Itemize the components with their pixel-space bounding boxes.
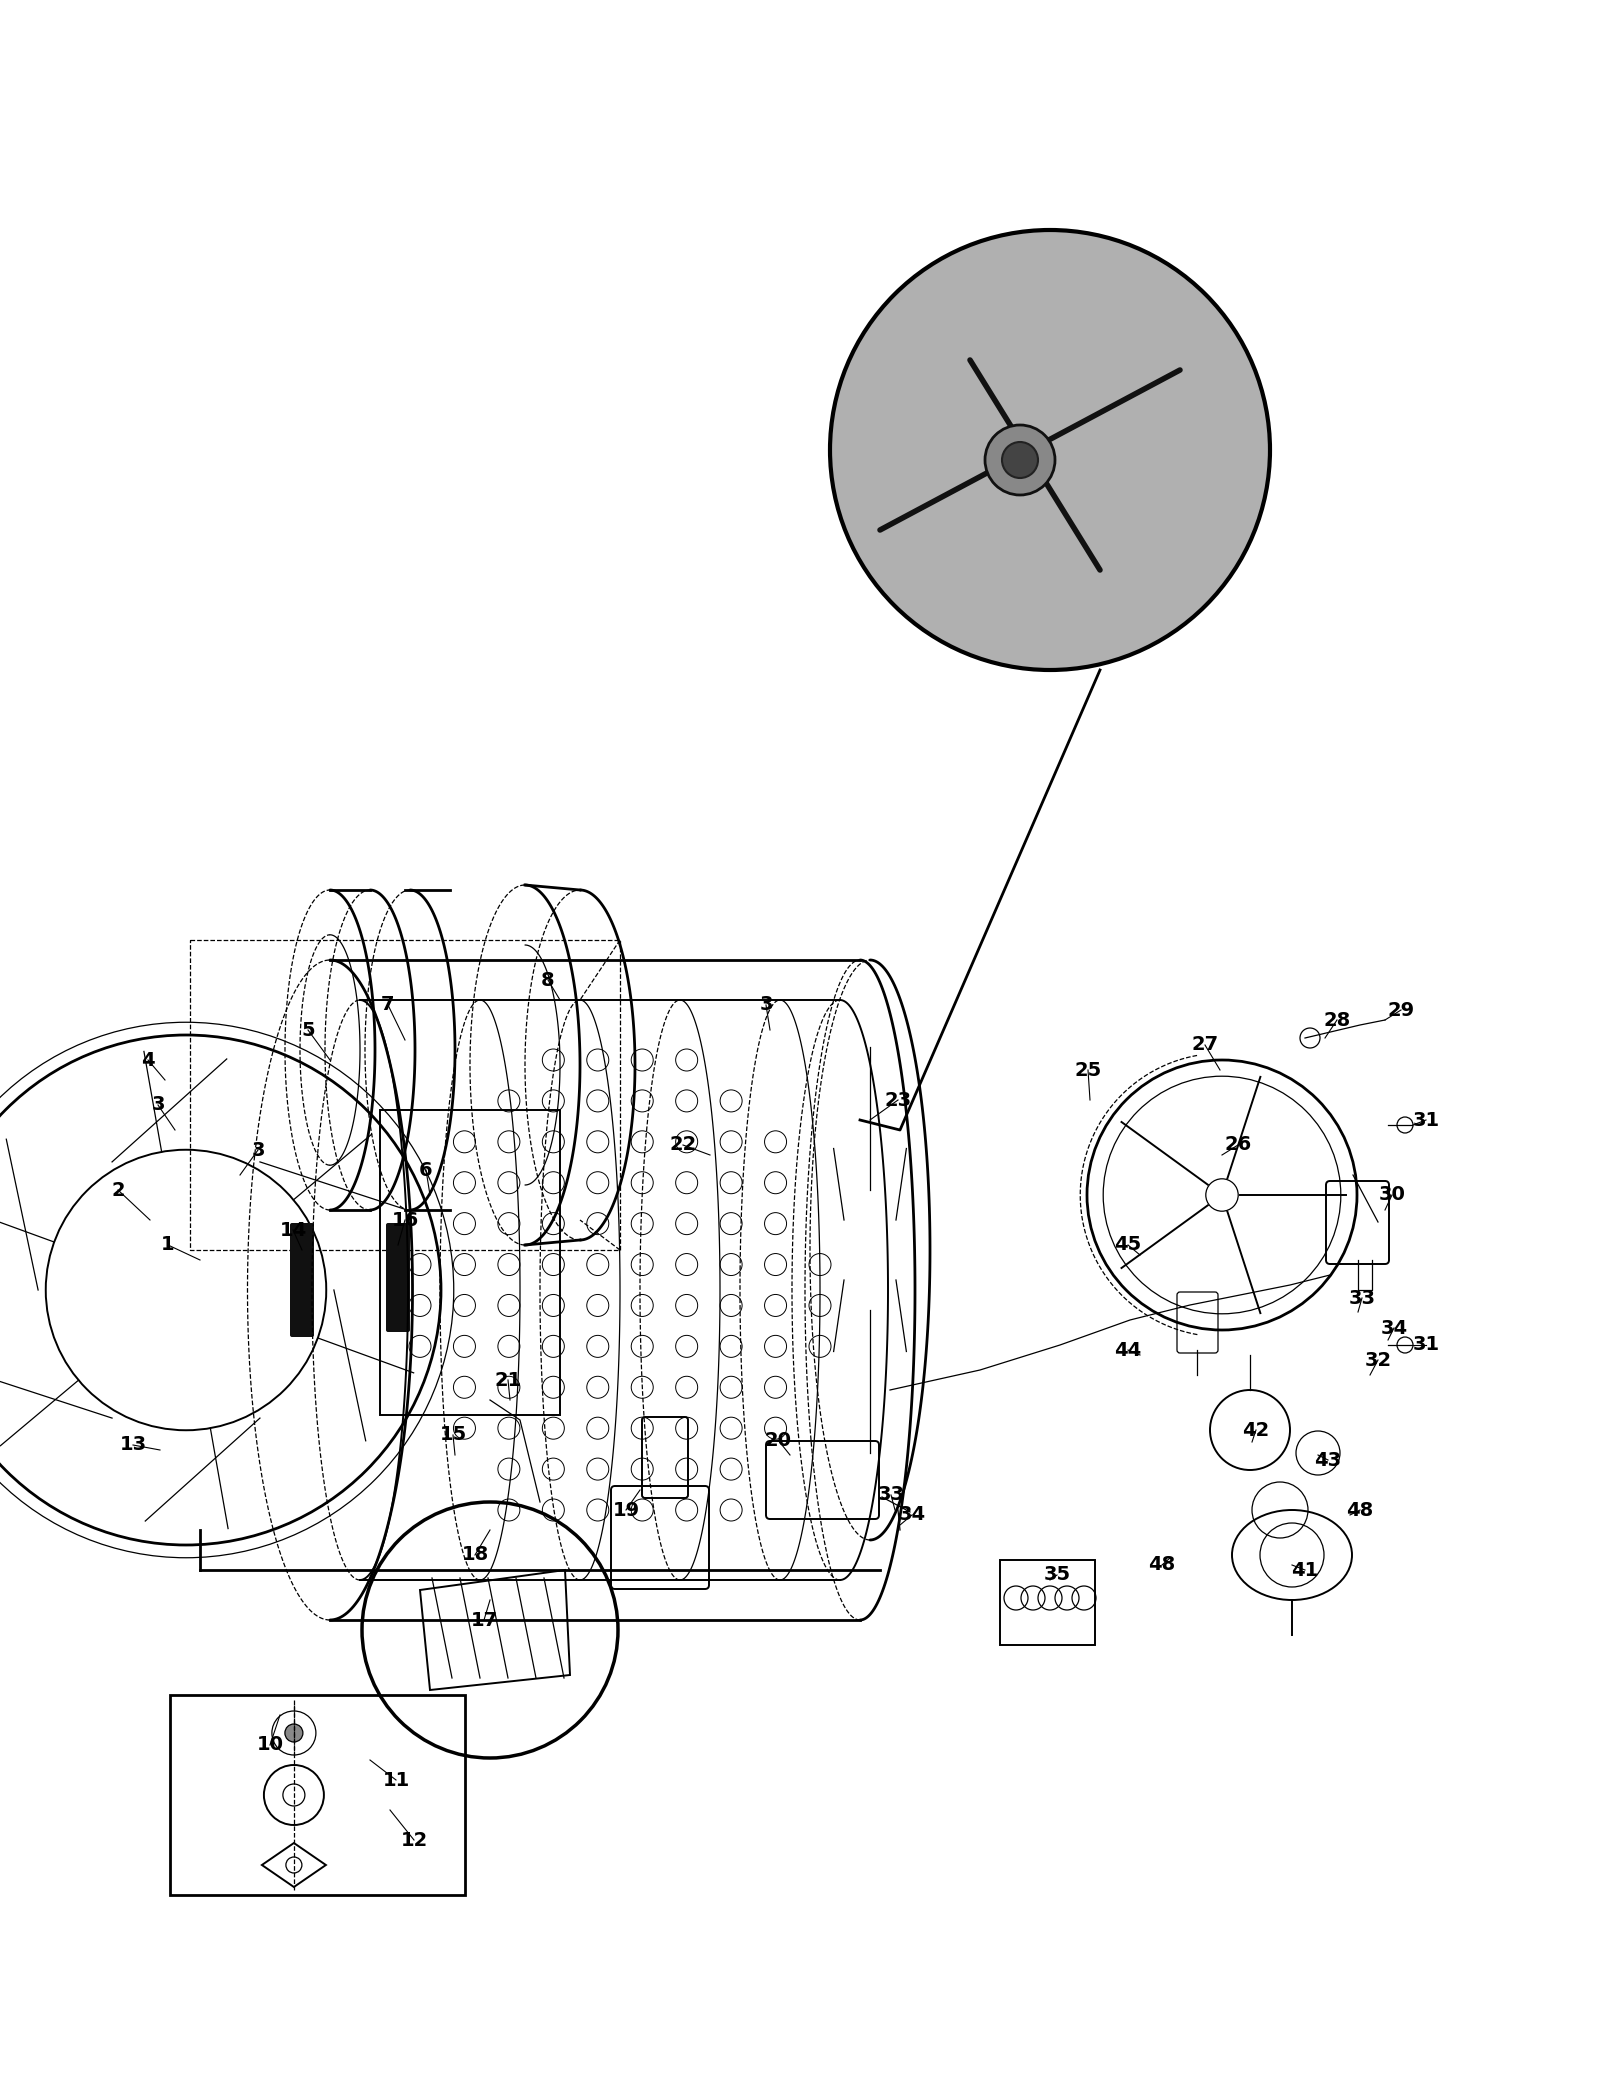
Text: 18: 18 xyxy=(461,1546,488,1565)
Text: 19: 19 xyxy=(613,1500,640,1519)
Text: 45: 45 xyxy=(1114,1235,1142,1255)
Text: 33: 33 xyxy=(877,1486,904,1504)
Text: 1: 1 xyxy=(162,1235,174,1255)
Text: 5: 5 xyxy=(301,1021,315,1040)
Text: 3: 3 xyxy=(251,1141,264,1160)
Text: 41: 41 xyxy=(1291,1560,1318,1579)
Text: 48: 48 xyxy=(1346,1500,1374,1519)
FancyBboxPatch shape xyxy=(386,1222,410,1332)
Text: 43: 43 xyxy=(1315,1450,1341,1469)
FancyBboxPatch shape xyxy=(290,1222,314,1336)
Text: 32: 32 xyxy=(1365,1351,1392,1370)
Text: 21: 21 xyxy=(494,1370,522,1390)
Text: 7: 7 xyxy=(381,996,395,1015)
Text: 4: 4 xyxy=(141,1050,155,1069)
Circle shape xyxy=(1002,442,1038,477)
Circle shape xyxy=(986,425,1054,496)
Text: 3: 3 xyxy=(152,1096,165,1114)
Text: 26: 26 xyxy=(1224,1135,1251,1154)
Circle shape xyxy=(285,1724,302,1743)
Text: 20: 20 xyxy=(765,1430,792,1450)
Text: 34: 34 xyxy=(899,1506,925,1525)
Text: 16: 16 xyxy=(392,1210,419,1230)
Bar xyxy=(170,1695,466,1894)
Text: 48: 48 xyxy=(1149,1556,1176,1575)
Circle shape xyxy=(830,230,1270,670)
Text: 22: 22 xyxy=(669,1135,696,1154)
Text: 3: 3 xyxy=(760,996,773,1015)
Text: 14: 14 xyxy=(280,1220,307,1239)
Text: 11: 11 xyxy=(382,1770,410,1789)
Text: 6: 6 xyxy=(419,1160,434,1179)
Text: 2: 2 xyxy=(110,1181,125,1199)
Text: 29: 29 xyxy=(1387,1000,1414,1019)
Text: 25: 25 xyxy=(1074,1060,1102,1079)
Text: 28: 28 xyxy=(1323,1011,1350,1029)
Text: 15: 15 xyxy=(440,1426,467,1444)
Text: 13: 13 xyxy=(120,1436,147,1455)
Bar xyxy=(381,1110,560,1415)
Text: 42: 42 xyxy=(1242,1421,1270,1440)
Text: 33: 33 xyxy=(1349,1289,1376,1307)
Bar xyxy=(1000,1560,1094,1645)
Text: 35: 35 xyxy=(1043,1565,1070,1585)
Text: 10: 10 xyxy=(256,1735,283,1755)
Text: 12: 12 xyxy=(400,1830,427,1849)
Text: 31: 31 xyxy=(1413,1336,1440,1355)
Text: 31: 31 xyxy=(1413,1110,1440,1129)
Text: 34: 34 xyxy=(1381,1318,1408,1338)
Text: 8: 8 xyxy=(541,971,555,990)
Text: 27: 27 xyxy=(1192,1035,1219,1054)
Text: 23: 23 xyxy=(885,1091,912,1110)
Text: 17: 17 xyxy=(470,1610,498,1629)
Text: 30: 30 xyxy=(1379,1185,1405,1203)
Text: 44: 44 xyxy=(1114,1340,1142,1359)
Bar xyxy=(190,940,621,1249)
